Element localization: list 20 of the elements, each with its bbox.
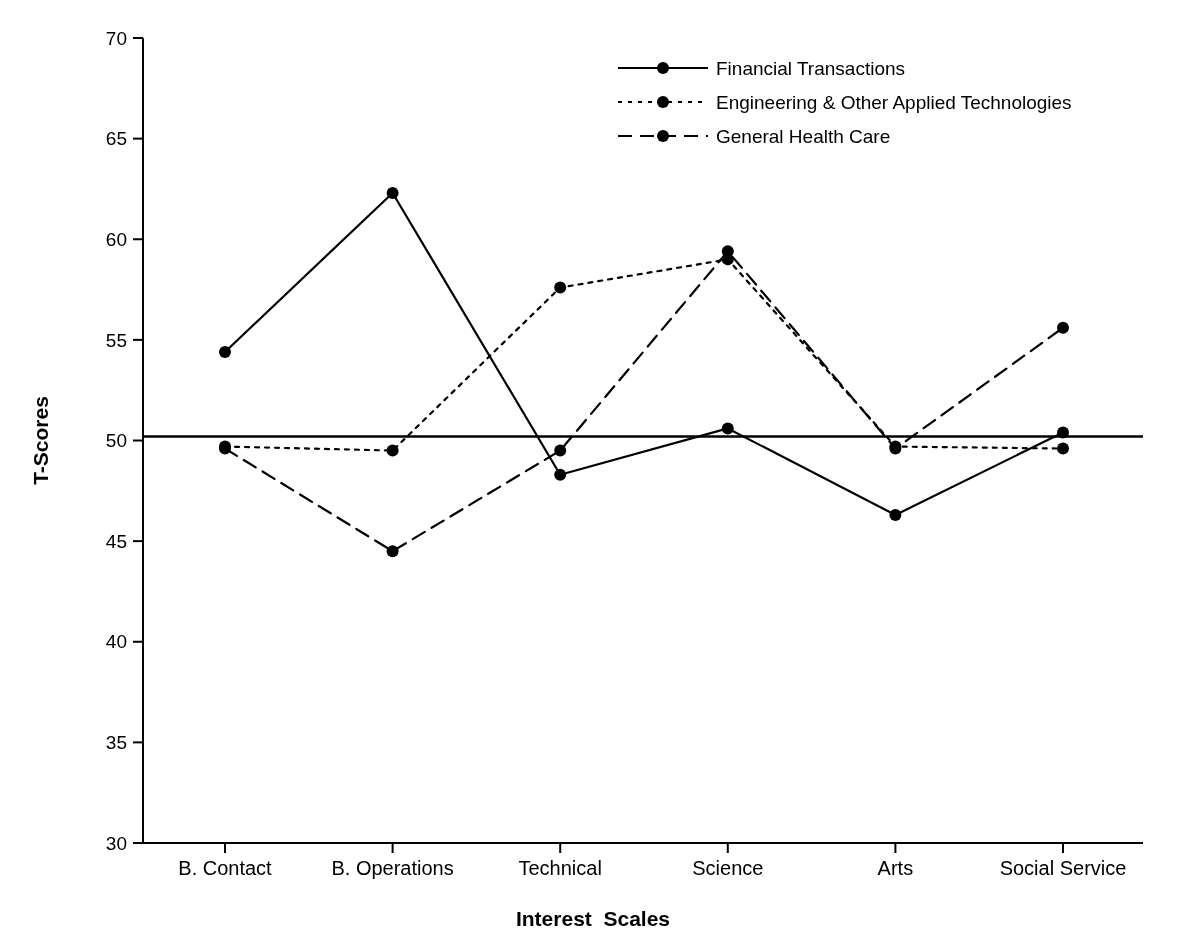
y-tick-label: 40 xyxy=(105,631,127,653)
legend-label: Financial Transactions xyxy=(716,57,906,79)
y-tick-label: 35 xyxy=(105,732,127,754)
y-tick-label: 50 xyxy=(105,430,127,452)
x-tick-label: Science xyxy=(692,857,764,879)
x-tick-label: B. Contact xyxy=(178,857,273,879)
x-tick-label: Social Service xyxy=(999,857,1127,879)
y-axis-title: T-Scores xyxy=(29,396,52,485)
legend-label: General Health Care xyxy=(716,125,891,147)
y-tick-label: 45 xyxy=(105,530,127,552)
y-tick-label: 70 xyxy=(105,27,127,49)
x-tick-label: B. Operations xyxy=(331,857,454,879)
x-tick-label: Arts xyxy=(877,857,914,879)
x-tick-label: Technical xyxy=(518,857,602,879)
y-tick-label: 65 xyxy=(105,128,127,150)
y-tick-label: 30 xyxy=(105,832,127,854)
y-tick-label: 60 xyxy=(105,228,127,250)
x-axis-title: Interest Scales xyxy=(515,907,671,930)
legend-label: Engineering & Other Applied Technologies xyxy=(716,91,1072,113)
y-tick-label: 55 xyxy=(105,329,127,351)
